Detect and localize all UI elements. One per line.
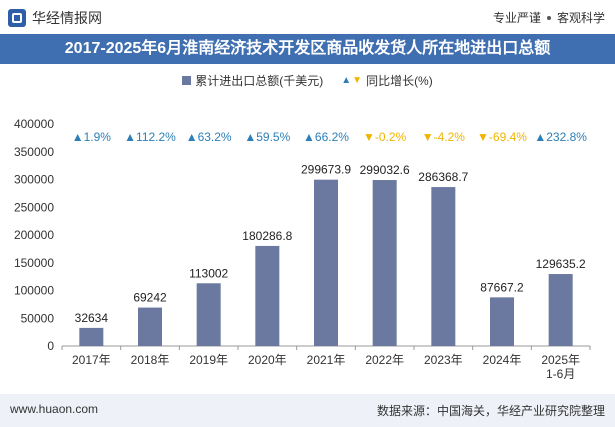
footer: www.huaon.com 数据来源：中国海关，华经产业研究院整理 <box>0 394 615 427</box>
bar <box>431 187 456 346</box>
x-tick-label: 2023年 <box>424 353 463 367</box>
footer-site[interactable]: www.huaon.com <box>10 402 99 416</box>
y-tick-label: 200000 <box>14 228 54 242</box>
growth-label: ▲63.2% <box>186 130 232 144</box>
y-tick-label: 50000 <box>21 311 55 325</box>
y-tick-label: 250000 <box>14 200 54 214</box>
growth-label: ▲112.2% <box>124 130 176 144</box>
slogan-left: 专业严谨 <box>492 11 541 25</box>
y-tick-label: 400000 <box>14 117 54 131</box>
legend-down-triangle-icon: ▼ <box>352 75 363 86</box>
x-tick-label: 2025年 <box>541 353 580 367</box>
y-tick-label: 0 <box>47 339 54 353</box>
bar-value-label: 299673.9 <box>301 163 351 177</box>
growth-label: ▼-69.4% <box>477 130 527 144</box>
growth-label: ▲1.9% <box>72 130 112 144</box>
bar <box>79 327 104 346</box>
slogan: 专业严谨 客观科学 <box>493 9 605 26</box>
x-tick-label: 2021年 <box>307 353 346 367</box>
growth-label: ▼-0.2% <box>363 130 407 144</box>
bar <box>372 180 397 346</box>
slogan-right: 客观科学 <box>556 11 605 25</box>
y-tick-label: 350000 <box>14 145 54 159</box>
bar-value-label: 32634 <box>75 311 109 325</box>
legend-bar-label: 累计进出口总额(千美元) <box>195 74 324 88</box>
bar-value-label: 87667.2 <box>480 280 524 294</box>
brand-logo-icon <box>8 9 26 27</box>
x-tick-label: 2017年 <box>72 353 111 367</box>
growth-label: ▲66.2% <box>303 130 349 144</box>
legend-growth-label: 同比增长(%) <box>366 74 433 88</box>
y-tick-label: 100000 <box>14 284 54 298</box>
x-tick-label: 2019年 <box>189 353 228 367</box>
x-tick-label: 2022年 <box>365 353 404 367</box>
bar-chart: 0 50000 100000 150000 200000 250000 300000 3500… <box>14 117 591 381</box>
chart-title: 2017-2025年6月淮南经济技术开发区商品收发货人所在地进出口总额 <box>64 40 551 57</box>
title-bar: 2017-2025年6月淮南经济技术开发区商品收发货人所在地进出口总额 <box>0 34 615 64</box>
bar <box>196 283 221 346</box>
bullet-icon <box>546 15 551 20</box>
top-bar: 华经情报网 专业严谨 客观科学 <box>0 0 615 34</box>
growth-label: ▼-4.2% <box>422 130 466 144</box>
legend-up-triangle-icon: ▲ <box>341 75 352 86</box>
legend-bar-swatch <box>182 76 192 85</box>
growth-label: ▲232.8% <box>534 130 587 144</box>
bar <box>138 307 162 346</box>
y-tick-label: 300000 <box>14 173 54 187</box>
bar-value-label: 129635.2 <box>536 257 586 271</box>
y-tick-label: 150000 <box>14 256 54 270</box>
bar <box>255 245 280 346</box>
brand-name: 华经情报网 <box>32 10 102 26</box>
bar-value-label: 180286.8 <box>242 229 292 243</box>
bar-value-label: 286368.7 <box>418 170 468 184</box>
brand[interactable]: 华经情报网 <box>8 8 102 28</box>
x-tick-label: 2018年 <box>131 353 170 367</box>
bar-value-label: 69242 <box>133 291 167 305</box>
x-tick-label: 2024年 <box>483 353 522 367</box>
x-tick-label: 1-6月 <box>546 367 575 381</box>
footer-source: 数据来源：中国海关，华经产业研究院整理 <box>376 404 605 418</box>
bar-value-label: 299032.6 <box>360 163 410 177</box>
bar <box>490 297 514 346</box>
bar <box>314 179 338 346</box>
growth-label: ▲59.5% <box>244 130 290 144</box>
x-tick-label: 2020年 <box>248 353 287 367</box>
bar <box>548 274 573 346</box>
legend: 累计进出口总额(千美元) ▲ ▼ 同比增长(%) <box>0 72 615 89</box>
bar-value-label: 113002 <box>189 266 228 280</box>
